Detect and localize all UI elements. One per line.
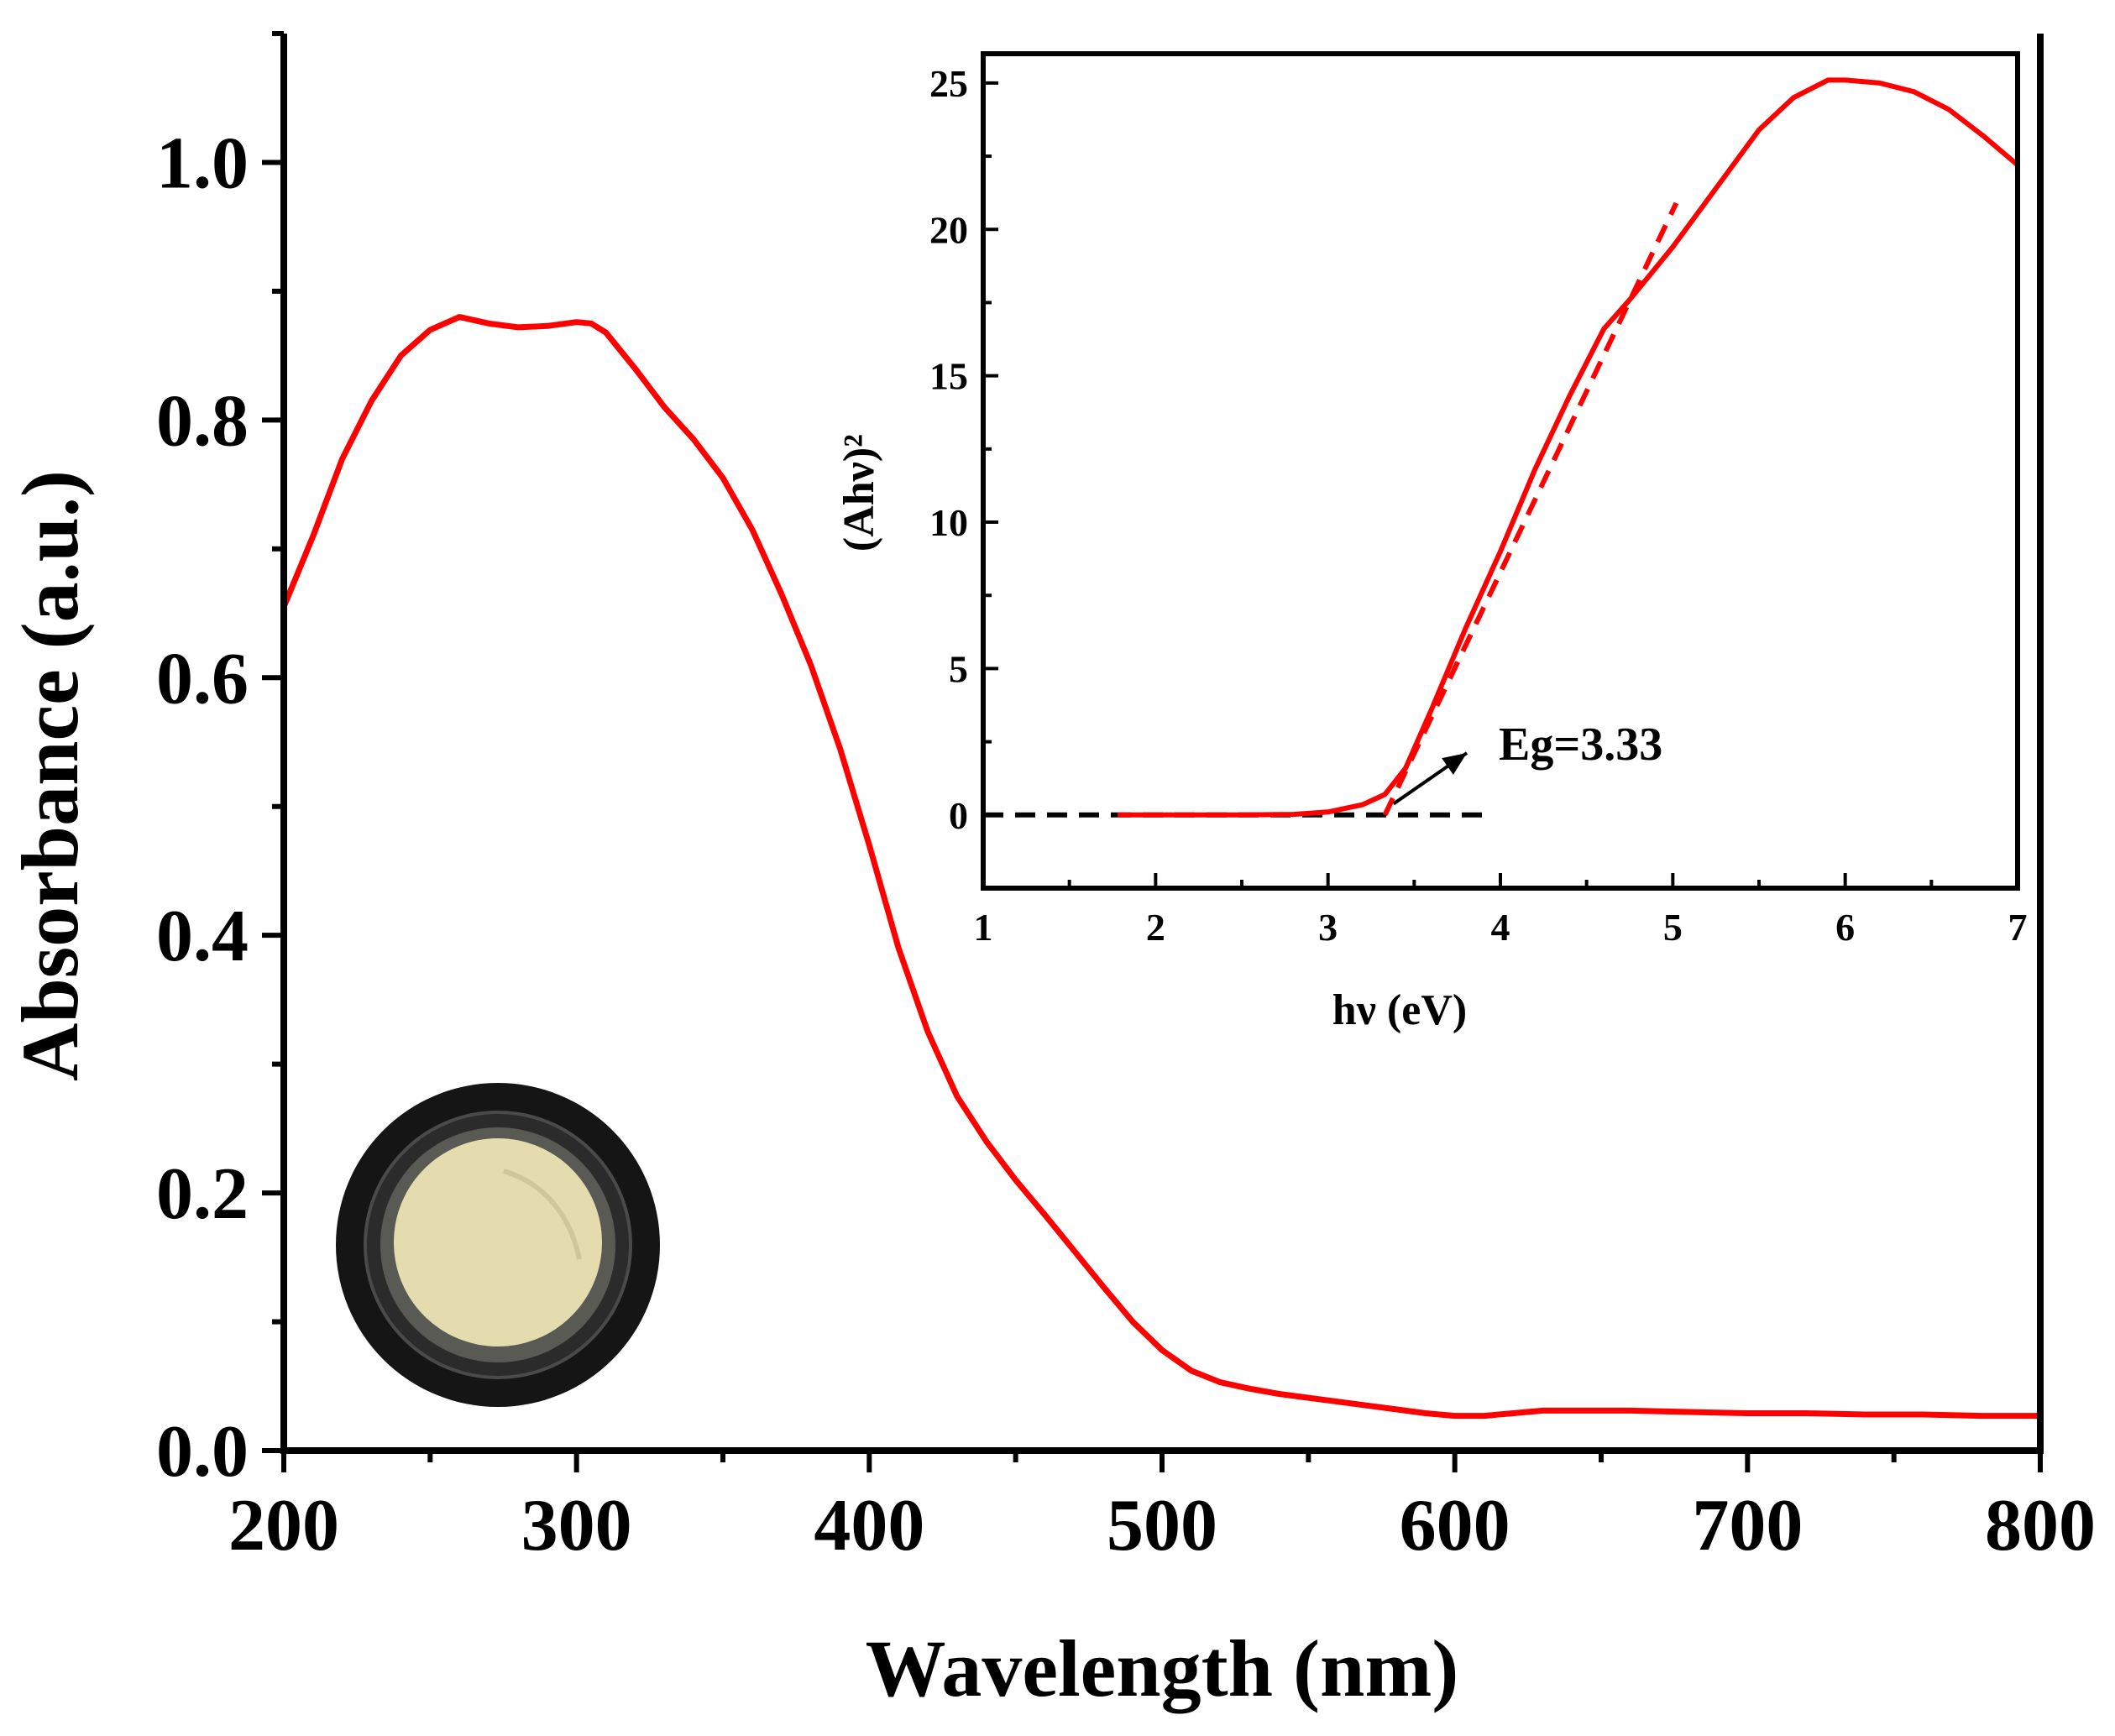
inset-y-tick-label: 20 bbox=[929, 208, 968, 251]
pellet-surface-mark bbox=[503, 1169, 582, 1260]
inset-y-axis-title: (Ahν)² bbox=[835, 434, 883, 552]
inset-x-tick-label: 4 bbox=[1491, 906, 1510, 949]
pellet-sample-disc bbox=[394, 1138, 602, 1346]
main-x-tick-label: 300 bbox=[521, 1485, 632, 1566]
main-plot: 200 300 400 500 600 700 8000.00.20.40.60.81.0 … bbox=[5, 31, 2096, 1713]
main-x-tick-label: 600 bbox=[1400, 1485, 1510, 1566]
main-y-tick-label: 1.0 bbox=[156, 123, 249, 204]
main-axis-frame bbox=[280, 34, 2044, 1454]
main-y-tick-label: 0.0 bbox=[156, 1411, 249, 1493]
main-x-axis-title: Wavelength (nm) bbox=[866, 1624, 1459, 1713]
inset-y-tick-label: 10 bbox=[929, 501, 968, 544]
tauc-series-line bbox=[1118, 77, 2019, 818]
inset-x-tick-label: 6 bbox=[1835, 906, 1855, 949]
main-x-tick-label: 800 bbox=[1985, 1485, 2096, 1566]
inset-x-tick-label: 3 bbox=[1318, 906, 1338, 949]
main-x-tick-label: 200 bbox=[228, 1485, 339, 1566]
inset-x-tick-label: 2 bbox=[1146, 906, 1165, 949]
main-y-tick-label: 0.6 bbox=[156, 638, 249, 719]
inset-x-axis-title: hν (eV) bbox=[1332, 986, 1467, 1034]
main-x-tick-label: 700 bbox=[1692, 1485, 1803, 1566]
main-tick-marks bbox=[262, 31, 2043, 1472]
main-y-tick-label: 0.8 bbox=[156, 380, 249, 462]
main-y-tick-label: 0.2 bbox=[156, 1153, 249, 1235]
tauc-tangent-dashed bbox=[1382, 201, 1679, 817]
inset-tauc-plot: 1 2 3 4 5 6 7 0 5 10 15 20 25 Eg=3.33 hν (eV) (Ahν)² bbox=[835, 51, 2028, 1034]
main-y-axis-title: Absorbance (a.u.) bbox=[5, 470, 95, 1081]
eg-arrow-head bbox=[1442, 753, 1467, 775]
inset-axis-frame bbox=[981, 51, 2020, 891]
inset-y-tick-label: 15 bbox=[929, 355, 968, 398]
inset-tick-labels: 1 2 3 4 5 6 7 0 5 10 15 20 25 bbox=[929, 62, 2028, 949]
inset-y-tick-label: 25 bbox=[929, 62, 968, 105]
main-x-tick-label: 500 bbox=[1107, 1485, 1217, 1566]
inset-x-tick-label: 1 bbox=[974, 906, 993, 949]
sample-pellet-photo bbox=[336, 1083, 660, 1407]
absorbance-series-line bbox=[280, 314, 2040, 1420]
inset-background bbox=[983, 54, 2018, 888]
inset-y-tick-label: 0 bbox=[949, 794, 968, 837]
inset-x-tick-label: 5 bbox=[1663, 906, 1683, 949]
inset-y-tick-label: 5 bbox=[949, 647, 968, 690]
main-y-tick-label: 0.4 bbox=[156, 896, 249, 977]
eg-annotation-label: Eg=3.33 bbox=[1499, 719, 1662, 771]
inset-x-tick-label: 7 bbox=[2008, 906, 2028, 949]
main-x-tick-label: 400 bbox=[814, 1485, 924, 1566]
